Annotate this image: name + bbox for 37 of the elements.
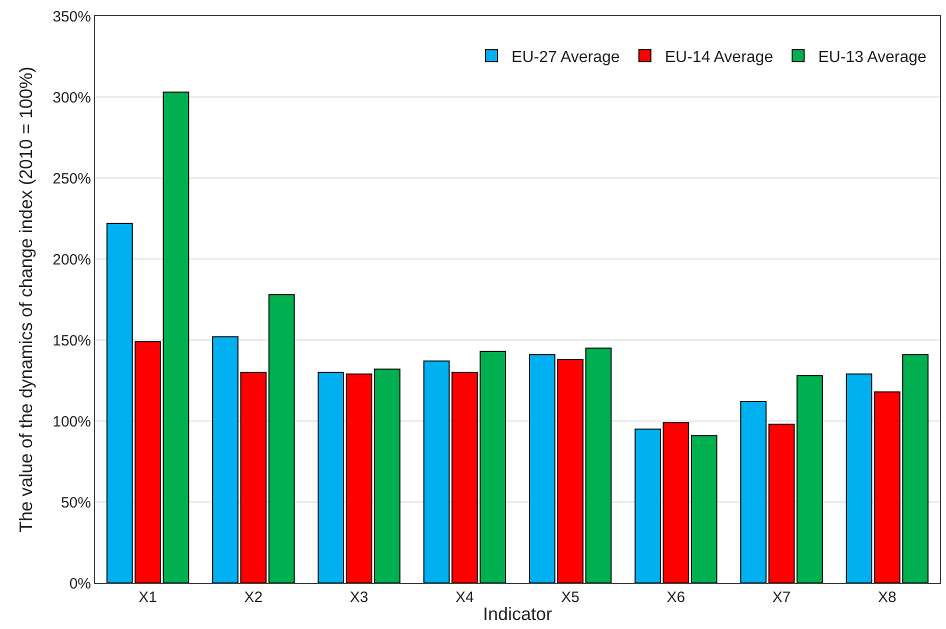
bar [768, 424, 795, 583]
x-tick-label: X4 [456, 589, 474, 606]
bar [162, 92, 190, 583]
y-axis-title: The value of the dynamics of change index (2010 = 100%) [16, 66, 36, 532]
y-tick-label: 200% [52, 251, 91, 268]
legend-label: EU-14 Average [664, 48, 774, 66]
x-tick-label: X1 [138, 589, 157, 606]
x-axis-title: Indicator [482, 604, 552, 624]
bar [662, 422, 690, 583]
bar [212, 336, 238, 583]
y-tick-label: 100% [52, 413, 91, 430]
bar [634, 428, 661, 583]
bar [846, 374, 872, 583]
bar [796, 375, 823, 583]
x-tick-label: X5 [561, 589, 580, 606]
bar [585, 348, 612, 583]
bar [423, 360, 450, 583]
x-tick-label: X2 [244, 589, 263, 606]
x-tick-label: X3 [350, 589, 368, 606]
bar [740, 401, 767, 583]
bar [268, 294, 295, 583]
x-tick-label: X7 [772, 589, 791, 606]
y-tick-label: 150% [52, 332, 91, 350]
legend-label: EU-27 Average [512, 48, 620, 66]
y-tick-label: 350% [52, 8, 91, 26]
bar [346, 374, 372, 583]
y-tick-label: 300% [52, 89, 91, 106]
bar [240, 372, 267, 583]
x-tick-label: X6 [666, 589, 686, 606]
y-tick-label: 50% [60, 494, 91, 512]
x-tick-label: X8 [878, 589, 896, 606]
bar [690, 435, 718, 583]
y-tick-label: 0% [69, 575, 91, 592]
bar [318, 372, 344, 583]
y-tick-label: 250% [52, 170, 91, 188]
bar [374, 368, 400, 583]
legend-label: EU-13 Average [818, 48, 927, 66]
